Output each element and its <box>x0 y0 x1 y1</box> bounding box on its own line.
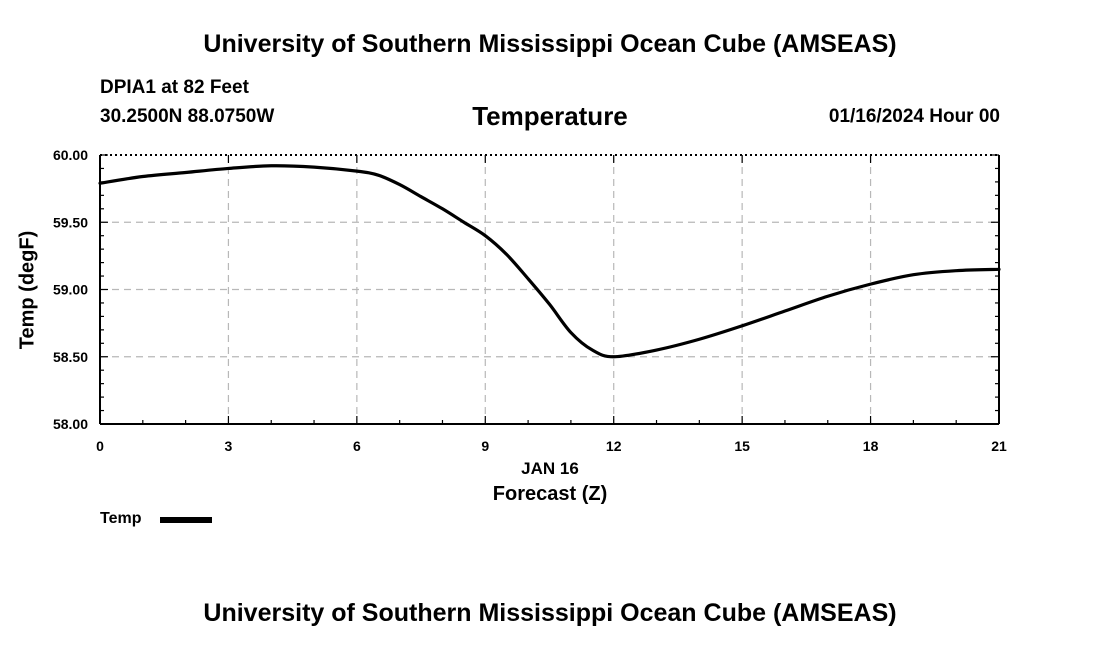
temp-series-line <box>98 164 1001 359</box>
x-tick-label: 21 <box>991 438 1007 454</box>
coordinates-label: 30.2500N 88.0750W <box>100 106 275 127</box>
station-label: DPIA1 at 82 Feet <box>100 77 249 98</box>
tick-labels: 58.00 58.50 59.00 59.50 60.00 0 3 6 9 12 15 18 21 <box>53 147 1007 454</box>
legend-line-swatch <box>160 517 212 523</box>
x-tick-label: 9 <box>481 438 489 454</box>
x-tick-label: 6 <box>353 438 361 454</box>
x-axis-date-label: JAN 16 <box>521 459 579 478</box>
x-tick-label: 15 <box>734 438 750 454</box>
y-tick-label: 58.00 <box>53 416 88 432</box>
bottom-title: University of Southern Mississippi Ocean… <box>203 599 897 627</box>
y-axis-label: Temp (degF) <box>16 230 39 350</box>
legend-label: Temp <box>100 510 142 527</box>
x-tick-label: 3 <box>225 438 233 454</box>
chart-title: Temperature <box>472 101 628 131</box>
y-tick-label: 59.50 <box>53 214 88 230</box>
x-axis-label: Forecast (Z) <box>492 483 608 505</box>
y-tick-label: 58.50 <box>53 349 88 365</box>
y-tick-label: 60.00 <box>53 147 88 163</box>
x-tick-label: 0 <box>96 438 104 454</box>
main-title: University of Southern Mississippi Ocean… <box>203 30 897 58</box>
x-tick-label: 18 <box>863 438 879 454</box>
y-tick-label: 59.00 <box>53 282 88 298</box>
x-tick-label: 12 <box>606 438 622 454</box>
forecast-datetime: 01/16/2024 Hour 00 <box>828 106 1000 127</box>
series-layer <box>98 164 1001 359</box>
tick-layer <box>99 154 1000 425</box>
grid-layer <box>100 155 999 424</box>
